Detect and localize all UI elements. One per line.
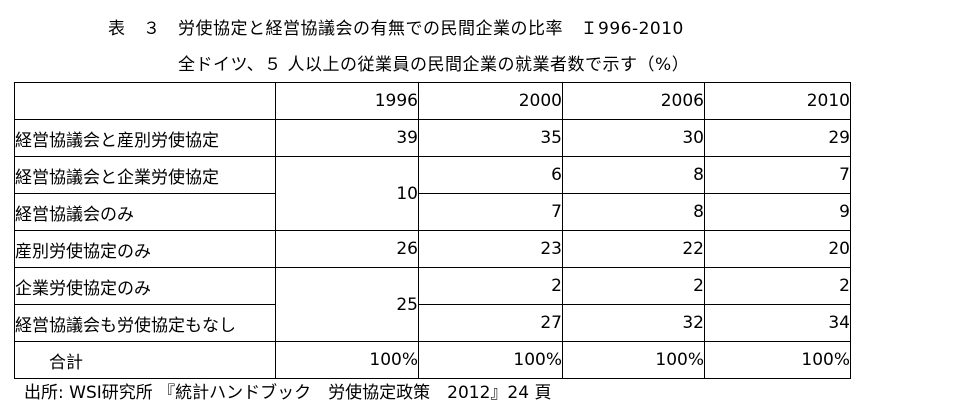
row-label: 経営協議会と産別労使協定 [14, 119, 276, 157]
cell-value: 27 [418, 304, 563, 342]
cell-value: 29 [704, 119, 851, 157]
table-row: 経営協議会と企業労使協定 10 6 8 7 [14, 156, 851, 231]
data-table: 1996 2000 2006 2010 経営協議会と産別労使協定 39 35 3… [14, 82, 851, 379]
cell-value: 22 [562, 230, 705, 268]
cell-value: 100% [562, 341, 705, 379]
cell-value: 8 [562, 156, 705, 194]
cell-value: 30 [562, 119, 705, 157]
header-cell-2000: 2000 [418, 82, 563, 120]
cell-value: 39 [275, 119, 419, 157]
merged-cell-value: 10 [275, 156, 419, 231]
cell-value: 20 [704, 230, 851, 268]
header-cell-2010: 2010 [704, 82, 851, 120]
row-label: 経営協議会も労使協定もなし [14, 304, 276, 342]
cell-value: 6 [418, 156, 563, 194]
row-label: 企業労使協定のみ [14, 267, 276, 305]
total-row: 合計 100% 100% 100% 100% [14, 341, 851, 379]
cell-value: 8 [562, 193, 705, 231]
cell-value: 9 [704, 193, 851, 231]
cell-value: 32 [562, 304, 705, 342]
row-label: 経営協議会のみ [14, 193, 276, 231]
cell-value: 35 [418, 119, 563, 157]
table-row: 産別労使協定のみ 26 23 22 20 [14, 230, 851, 268]
header-cell-empty [14, 82, 276, 120]
merged-cell-value: 25 [275, 267, 419, 342]
row-label: 産別労使協定のみ [14, 230, 276, 268]
cell-value: 23 [418, 230, 563, 268]
cell-value: 7 [704, 156, 851, 194]
table-row: 企業労使協定のみ 25 2 2 2 [14, 267, 851, 342]
cell-value: 26 [275, 230, 419, 268]
header-cell-1996: 1996 [275, 82, 419, 120]
table-row: 経営協議会も労使協定もなし 27 32 34 [14, 304, 851, 342]
cell-value: 2 [562, 267, 705, 305]
row-label: 合計 [14, 341, 276, 379]
table-title: 表 ３ 労使協定と経営協議会の有無での民間企業の比率 Ｉ996-2010 [108, 19, 684, 39]
cell-value: 2 [704, 267, 851, 305]
cell-value: 2 [418, 267, 563, 305]
row-label: 経営協議会と企業労使協定 [14, 156, 276, 194]
cell-value: 100% [275, 341, 419, 379]
cell-value: 7 [418, 193, 563, 231]
cell-value: 100% [418, 341, 563, 379]
cell-value: 100% [704, 341, 851, 379]
source-note: 出所: WSI研究所 『統計ハンドブック 労使協定政策 2012』24 頁 [24, 383, 552, 403]
table-subtitle: 全ドイツ、５ 人以上の従業員の民間企業の就業者数で示す（%） [178, 55, 690, 75]
header-row: 1996 2000 2006 2010 [14, 82, 851, 120]
cell-value: 34 [704, 304, 851, 342]
table-row: 経営協議会と産別労使協定 39 35 30 29 [14, 119, 851, 157]
table-row: 経営協議会のみ 7 8 9 [14, 193, 851, 231]
header-cell-2006: 2006 [562, 82, 705, 120]
